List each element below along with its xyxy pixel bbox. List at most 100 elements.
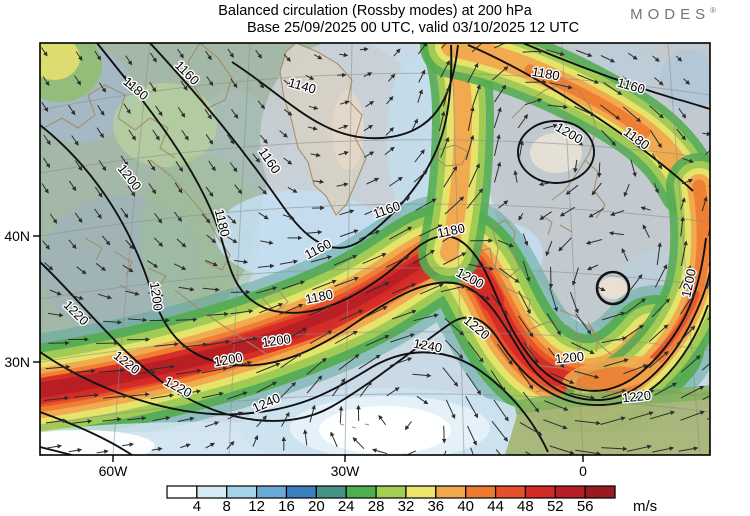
wind-arrow: [94, 208, 102, 220]
wind-arrow: [122, 442, 135, 447]
wind-arrow: [653, 183, 659, 194]
wind-arrow: [438, 110, 446, 132]
wind-arrow: [68, 180, 77, 192]
wind-arrow: [680, 197, 686, 210]
wind-arrow: [257, 100, 266, 110]
wind-arrow: [559, 206, 575, 217]
wind-arrow: [389, 357, 413, 367]
wind-arrow: [49, 213, 58, 224]
wind-arrow: [676, 128, 686, 141]
wind-arrow: [151, 446, 163, 452]
wind-arrow: [227, 411, 243, 420]
wind-arrow: [600, 104, 621, 120]
wind-arrow: [148, 364, 175, 371]
contour-label: 1200: [147, 281, 166, 312]
wind-arrow: [279, 130, 288, 138]
wind-arrow: [208, 160, 216, 172]
wind-arrow: [492, 66, 509, 81]
wind-arrow: [419, 224, 443, 237]
wind-arrow: [154, 212, 163, 224]
wind-arrow: [42, 157, 51, 169]
wind-arrow: [41, 183, 49, 194]
wind-arrow: [177, 389, 202, 396]
wind-arrow: [150, 52, 157, 63]
wind-arrow: [123, 103, 131, 115]
wind-arrow: [518, 290, 531, 315]
lon-tick-label: 60W: [99, 463, 129, 479]
wind-arrow: [227, 48, 234, 58]
wind-arrow: [307, 126, 318, 131]
wind-arrow: [538, 181, 552, 187]
wind-arrow: [385, 256, 410, 268]
wind-arrow: [125, 290, 140, 296]
colorbar-cell: [166, 485, 198, 499]
wind-arrow: [445, 399, 456, 420]
wind-arrow: [178, 286, 195, 292]
wind-arrow: [230, 309, 254, 315]
wind-arrow: [467, 425, 477, 446]
wind-arrow: [261, 335, 285, 348]
wind-arrow: [306, 230, 323, 235]
wind-arrow: [574, 370, 600, 379]
wind-arrow: [102, 235, 111, 246]
wind-arrow: [339, 100, 350, 105]
wind-arrow: [283, 108, 293, 116]
wind-arrow: [334, 330, 358, 344]
wind-arrow: [359, 47, 369, 52]
wind-arrow: [371, 448, 388, 455]
wind-arrow: [70, 368, 96, 374]
map-area: 1180116012001140116011801200122012201220…: [40, 43, 710, 455]
wind-arrow: [558, 237, 572, 252]
wind-arrow: [365, 100, 375, 108]
wind-arrow: [256, 415, 267, 428]
wind-arrow: [339, 209, 355, 216]
wind-arrow: [147, 260, 159, 268]
wind-arrow: [202, 287, 220, 292]
wind-arrow: [680, 292, 695, 315]
wind-arrow: [496, 313, 512, 336]
wind-arrow: [466, 188, 484, 209]
wind-arrow: [309, 330, 333, 345]
wind-arrow: [204, 339, 231, 346]
wind-arrow: [443, 86, 451, 107]
wind-arrow: [517, 367, 534, 390]
wind-arrow: [444, 317, 465, 336]
lon-tick-label: 0: [579, 463, 587, 479]
wind-arrow: [313, 54, 323, 60]
wind-arrow: [539, 211, 552, 220]
wind-arrow: [610, 210, 625, 217]
wind-arrow: [312, 279, 337, 291]
wind-arrow: [629, 389, 655, 400]
wind-arrow: [649, 129, 662, 149]
contour-label: 1240: [412, 336, 443, 356]
wind-arrow: [440, 284, 467, 293]
wind-arrow: [493, 399, 509, 422]
wind-arrow: [706, 278, 710, 289]
wind-arrow: [652, 153, 663, 170]
wind-arrow: [574, 420, 601, 426]
wind-arrow: [465, 373, 482, 395]
wind-arrow: [629, 131, 645, 149]
colorbar-cell: [494, 485, 527, 499]
wind-arrow: [279, 381, 297, 399]
wind-arrow: [230, 108, 239, 119]
wind-arrow: [234, 184, 243, 195]
wind-arrow: [385, 127, 395, 136]
wind-arrow: [283, 54, 291, 62]
wind-arrow: [352, 437, 365, 450]
wind-arrow: [391, 309, 417, 320]
colorbar-tick-label: 40: [457, 498, 474, 515]
wind-arrow: [205, 134, 214, 145]
wind-arrow: [549, 445, 575, 455]
wind-arrow: [41, 101, 49, 113]
wind-arrow: [230, 78, 238, 89]
wind-arrow: [306, 375, 323, 394]
wind-arrow: [640, 206, 651, 211]
wind-arrow: [226, 134, 235, 145]
wind-arrow: [102, 417, 122, 422]
wind-arrow: [576, 49, 593, 57]
wind-arrow: [494, 134, 501, 157]
wind-arrow: [202, 366, 228, 374]
wind-arrow: [519, 140, 524, 157]
